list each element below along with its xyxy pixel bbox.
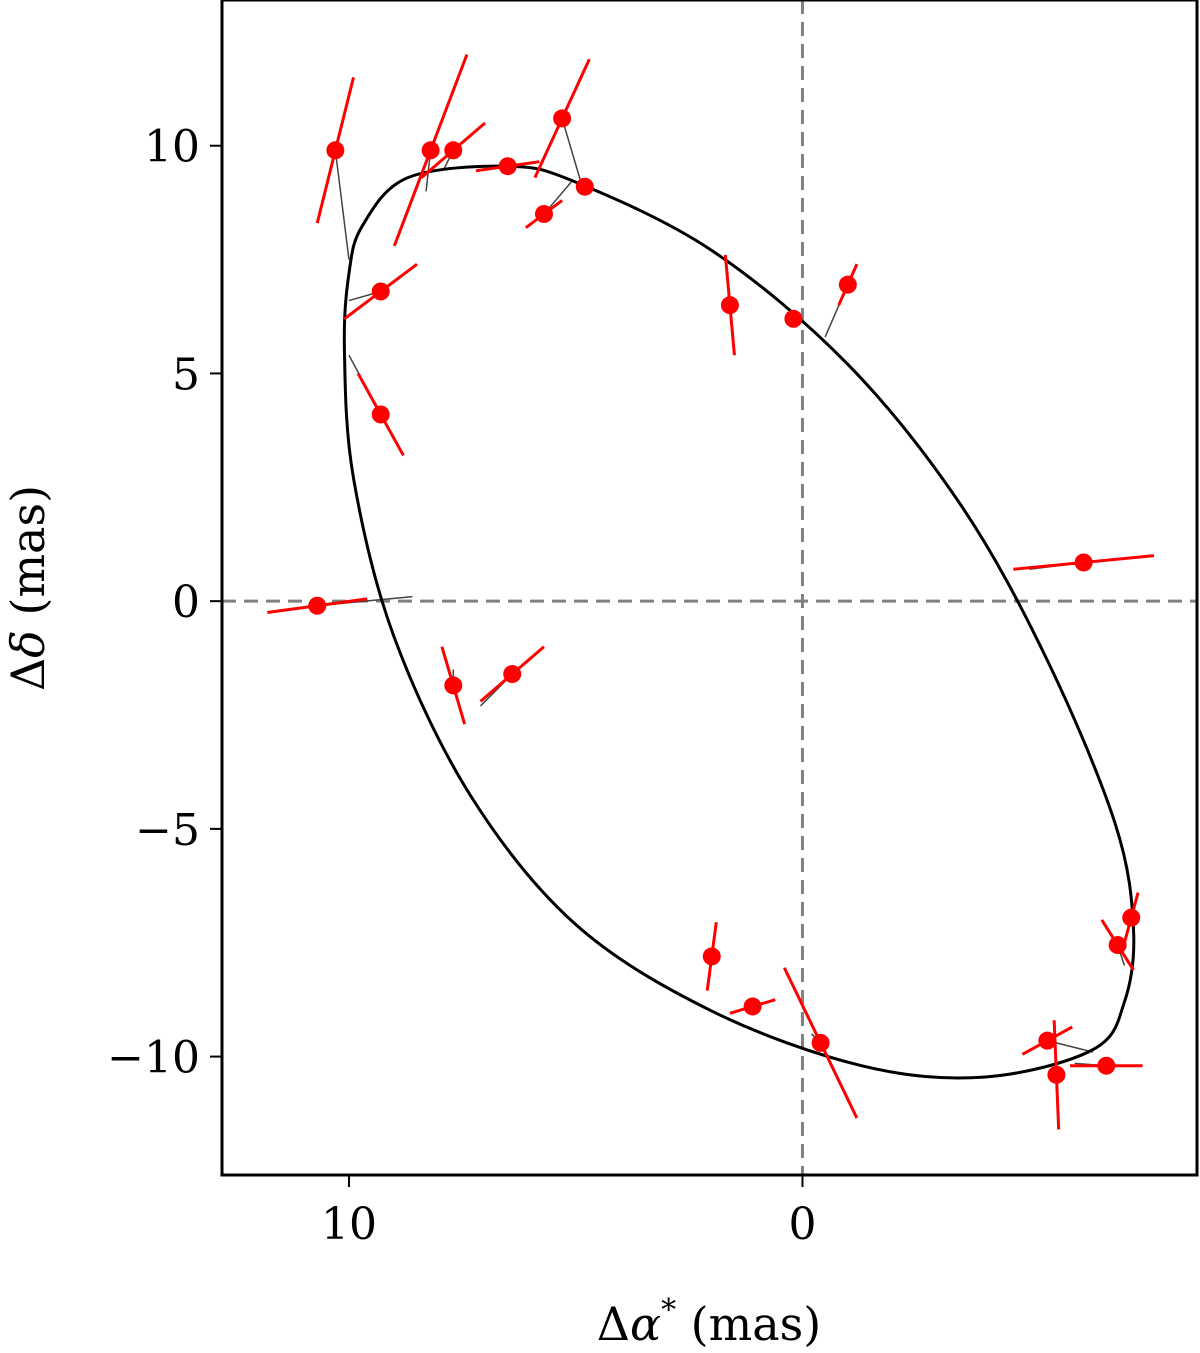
data-point-11 <box>838 275 857 294</box>
data-point-8 <box>371 405 390 424</box>
data-point-3 <box>498 157 517 176</box>
data-point-13 <box>308 596 327 615</box>
data-point-22 <box>1108 936 1127 955</box>
y-tick-label-4: −10 <box>107 1033 200 1084</box>
data-point-18 <box>811 1033 830 1052</box>
data-point-5 <box>534 205 553 224</box>
error-bars <box>267 54 1155 1130</box>
data-point-23 <box>1122 908 1141 927</box>
y-axis-label: Δδ (mas) <box>1 485 55 691</box>
orbit-ellipse <box>342 164 1136 1080</box>
data-point-12 <box>1074 553 1093 572</box>
data-point-6 <box>575 177 594 196</box>
data-point-10 <box>784 309 803 328</box>
data-point-2 <box>444 141 463 160</box>
plot-frame <box>220 0 1199 1177</box>
y-tick-label-1: 5 <box>172 349 200 400</box>
x-axis-label: Δα* (mas) <box>597 1293 821 1351</box>
data-point-9 <box>720 296 739 315</box>
data-point-1 <box>421 141 440 160</box>
data-point-14 <box>444 676 463 695</box>
data-point-15 <box>503 665 522 684</box>
data-point-16 <box>702 947 721 966</box>
x-tick-label-1: 0 <box>788 1199 816 1250</box>
y-axis-ticks: 10 5 0 −5 −10 <box>107 122 222 1084</box>
data-points <box>308 109 1141 1084</box>
y-tick-label-0: 10 <box>144 122 200 173</box>
x-axis-ticks: 10 0 <box>321 1175 816 1250</box>
y-tick-label-2: 0 <box>172 577 200 628</box>
data-point-21 <box>1097 1056 1116 1075</box>
x-tick-label-0: 10 <box>321 1199 377 1250</box>
data-point-17 <box>743 997 762 1016</box>
reference-lines <box>222 0 1197 1175</box>
data-point-4 <box>553 109 572 128</box>
data-point-19 <box>1038 1031 1057 1050</box>
residual-line-0 <box>334 150 350 260</box>
y-tick-label-3: −5 <box>135 805 200 856</box>
data-point-0 <box>326 141 345 160</box>
data-point-20 <box>1047 1065 1066 1084</box>
residual-line-4 <box>561 118 581 181</box>
data-point-7 <box>371 282 390 301</box>
